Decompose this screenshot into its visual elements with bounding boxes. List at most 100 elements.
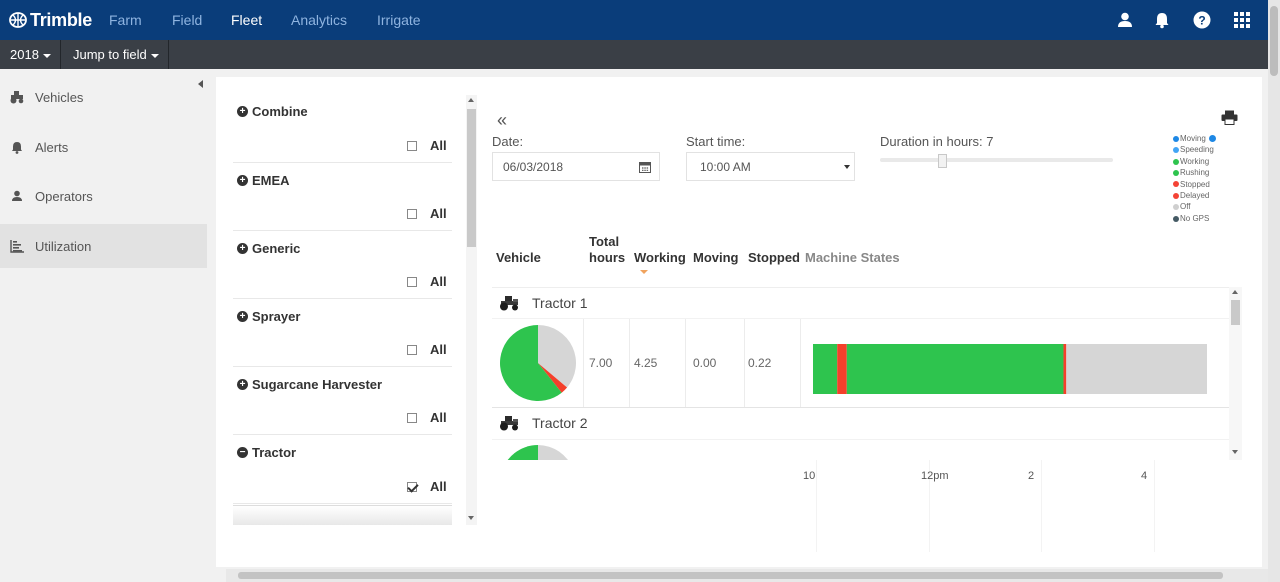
table-row-header[interactable]: Tractor 2 bbox=[492, 408, 1229, 438]
legend-dot bbox=[1173, 215, 1179, 222]
divider bbox=[233, 230, 452, 231]
duration-slider-handle[interactable] bbox=[938, 154, 947, 168]
tractor-icon bbox=[500, 296, 518, 311]
all-checkbox-combine[interactable]: All bbox=[407, 138, 447, 153]
table-row-header[interactable]: Tractor 1 bbox=[492, 288, 1229, 318]
all-checkbox-generic[interactable]: All bbox=[407, 274, 447, 289]
legend-dot bbox=[1173, 135, 1179, 142]
col-vehicle[interactable]: Vehicle bbox=[496, 250, 541, 265]
pie-slice-off bbox=[538, 325, 576, 388]
axis-tick-label: 12pm bbox=[921, 470, 949, 482]
bell-icon[interactable] bbox=[1153, 11, 1171, 29]
info-icon[interactable] bbox=[1208, 135, 1216, 143]
window-scrollbar[interactable] bbox=[1268, 0, 1280, 582]
legend-label: Stopped bbox=[1180, 179, 1210, 189]
nav-analytics[interactable]: Analytics bbox=[291, 12, 348, 28]
divider bbox=[629, 319, 630, 407]
expand-icon[interactable]: + bbox=[237, 243, 248, 254]
legend-label: Moving bbox=[1180, 134, 1206, 143]
nav-irrigate[interactable]: Irrigate bbox=[377, 12, 421, 28]
date-label: Date: bbox=[492, 134, 524, 149]
utilization-table: Tractor 1 7.00 4.25 0.00 0.22 Tractor 2 bbox=[492, 287, 1229, 460]
group-emea[interactable]: + EMEA bbox=[237, 173, 290, 188]
start-time-select[interactable]: 10:00 AM bbox=[686, 152, 855, 181]
horizontal-scrollbar[interactable] bbox=[226, 569, 1268, 582]
legend-item: Off bbox=[1173, 201, 1216, 212]
all-checkbox-emea[interactable]: All bbox=[407, 206, 447, 221]
group-list-scrollbar[interactable] bbox=[466, 95, 477, 525]
legend-item: Moving bbox=[1173, 133, 1216, 144]
divider bbox=[800, 319, 801, 407]
scroll-down-icon[interactable] bbox=[1232, 450, 1238, 454]
divider bbox=[60, 40, 61, 69]
col-total-hours-line2[interactable]: hours bbox=[589, 250, 626, 265]
timeline-segment-working bbox=[813, 344, 838, 394]
collapse-icon[interactable]: − bbox=[237, 447, 248, 458]
expand-icon[interactable]: + bbox=[237, 311, 248, 322]
sidebar-item-label: Utilization bbox=[35, 238, 92, 254]
group-sprayer[interactable]: + Sprayer bbox=[237, 309, 300, 324]
scroll-thumb[interactable] bbox=[1231, 300, 1240, 325]
col-working[interactable]: Working bbox=[634, 250, 686, 265]
scroll-up-icon[interactable] bbox=[468, 98, 474, 102]
col-total-hours-line1[interactable]: Total bbox=[589, 234, 620, 249]
scroll-thumb[interactable] bbox=[1270, 6, 1278, 76]
top-nav: Trimble Farm Field Fleet Analytics Irrig… bbox=[0, 0, 1268, 40]
sidebar-item-utilization[interactable]: Utilization bbox=[0, 224, 207, 268]
duration-slider[interactable] bbox=[880, 158, 1113, 162]
sidebar-item-alerts[interactable]: Alerts bbox=[0, 125, 207, 169]
group-sugarcane-harvester[interactable]: + Sugarcane Harvester bbox=[237, 377, 382, 392]
scroll-up-icon[interactable] bbox=[1232, 290, 1238, 294]
nav-field[interactable]: Field bbox=[172, 12, 203, 28]
nav-farm[interactable]: Farm bbox=[109, 12, 142, 28]
divider bbox=[492, 439, 1229, 440]
all-checkbox-sprayer[interactable]: All bbox=[407, 342, 447, 357]
checkbox[interactable] bbox=[407, 208, 417, 219]
all-label: All bbox=[430, 342, 447, 357]
table-scrollbar[interactable] bbox=[1229, 287, 1242, 460]
group-generic[interactable]: + Generic bbox=[237, 241, 300, 256]
legend-label: Speeding bbox=[1180, 145, 1214, 155]
group-combine[interactable]: + Combine bbox=[237, 104, 308, 119]
sidebar-item-vehicles[interactable]: Vehicles bbox=[0, 75, 207, 119]
grid-line bbox=[1041, 460, 1042, 552]
date-input[interactable]: 06/03/2018 bbox=[492, 152, 660, 181]
checkbox[interactable] bbox=[407, 412, 417, 423]
group-label: Combine bbox=[252, 104, 308, 119]
pie-slice-stopped bbox=[538, 363, 568, 393]
checkbox[interactable] bbox=[407, 140, 417, 151]
expand-icon[interactable]: + bbox=[237, 106, 248, 117]
scroll-thumb[interactable] bbox=[238, 572, 1223, 579]
checkbox-checked[interactable] bbox=[407, 481, 417, 492]
scroll-down-icon[interactable] bbox=[468, 516, 474, 520]
all-checkbox-tractor[interactable]: All bbox=[407, 479, 447, 494]
grid-line bbox=[1154, 460, 1155, 552]
col-stopped[interactable]: Stopped bbox=[748, 250, 800, 265]
expand-icon[interactable]: + bbox=[237, 175, 248, 186]
apps-grid-icon[interactable] bbox=[1233, 11, 1251, 29]
sidebar-item-operators[interactable]: Operators bbox=[0, 174, 207, 218]
collapse-panel-icon[interactable]: « bbox=[497, 110, 508, 130]
legend-item: Rushing bbox=[1173, 167, 1216, 178]
nav-fleet[interactable]: Fleet bbox=[231, 12, 263, 28]
divider bbox=[744, 319, 745, 407]
group-tractor[interactable]: − Tractor bbox=[237, 445, 296, 460]
bar-chart-icon bbox=[9, 238, 25, 254]
group-label: Sugarcane Harvester bbox=[252, 377, 383, 392]
expand-icon[interactable]: + bbox=[237, 379, 248, 390]
collapse-sidebar-icon[interactable] bbox=[198, 80, 203, 88]
scroll-thumb[interactable] bbox=[467, 109, 476, 247]
help-icon[interactable]: ? bbox=[1193, 11, 1211, 29]
checkbox[interactable] bbox=[407, 344, 417, 355]
checkbox[interactable] bbox=[407, 276, 417, 287]
calendar-icon[interactable] bbox=[639, 161, 651, 173]
vehicle-list-item[interactable] bbox=[233, 505, 452, 525]
year-dropdown[interactable]: 2018 bbox=[10, 47, 51, 62]
col-moving[interactable]: Moving bbox=[693, 250, 739, 265]
legend-item: Working bbox=[1173, 156, 1216, 167]
jump-to-field-dropdown[interactable]: Jump to field bbox=[73, 47, 159, 62]
user-icon[interactable] bbox=[1116, 11, 1134, 29]
print-icon[interactable] bbox=[1221, 110, 1238, 125]
all-checkbox-sugarcane-harvester[interactable]: All bbox=[407, 410, 447, 425]
trimble-logo[interactable]: Trimble bbox=[8, 9, 92, 31]
